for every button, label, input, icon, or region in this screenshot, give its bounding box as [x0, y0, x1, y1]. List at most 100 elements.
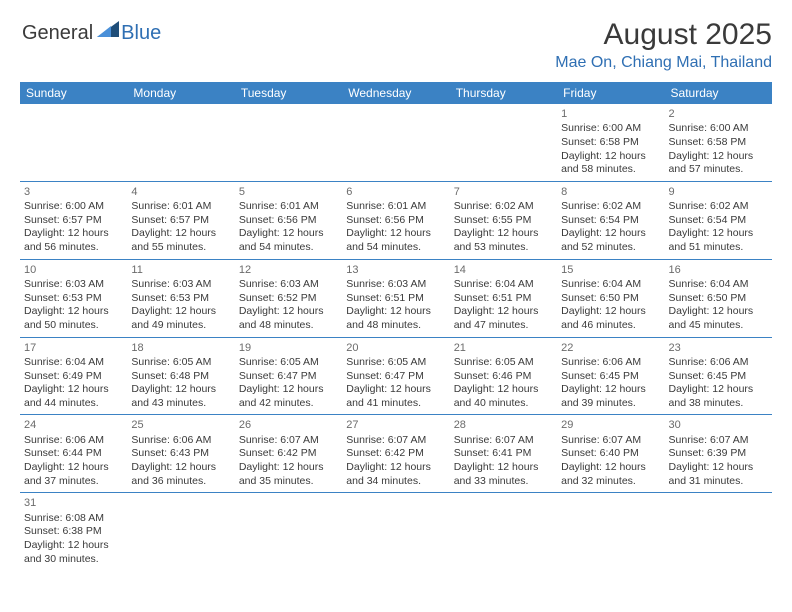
- daylight-line: Daylight: 12 hours and 57 minutes.: [669, 150, 768, 177]
- sunset-line: Sunset: 6:48 PM: [131, 370, 230, 384]
- daylight-line: Daylight: 12 hours and 41 minutes.: [346, 383, 445, 410]
- daylight-line: Daylight: 12 hours and 49 minutes.: [131, 305, 230, 332]
- day-number: 29: [561, 418, 660, 432]
- day-number: 17: [24, 341, 123, 355]
- sunrise-line: Sunrise: 6:07 AM: [239, 434, 338, 448]
- day-number: 7: [454, 185, 553, 199]
- sunset-line: Sunset: 6:41 PM: [454, 447, 553, 461]
- day-number: 26: [239, 418, 338, 432]
- day-number: 1: [561, 107, 660, 121]
- calendar-cell: 22Sunrise: 6:06 AMSunset: 6:45 PMDayligh…: [557, 337, 664, 415]
- calendar-table: SundayMondayTuesdayWednesdayThursdayFrid…: [20, 82, 772, 570]
- day-number: 4: [131, 185, 230, 199]
- calendar-cell: 16Sunrise: 6:04 AMSunset: 6:50 PMDayligh…: [665, 259, 772, 337]
- day-number: 11: [131, 263, 230, 277]
- calendar-cell-empty: [20, 104, 127, 181]
- calendar-cell-empty: [127, 104, 234, 181]
- sunrise-line: Sunrise: 6:01 AM: [239, 200, 338, 214]
- calendar-cell-empty: [127, 493, 234, 570]
- sunrise-line: Sunrise: 6:08 AM: [24, 512, 123, 526]
- day-number: 30: [669, 418, 768, 432]
- calendar-body: 1Sunrise: 6:00 AMSunset: 6:58 PMDaylight…: [20, 104, 772, 570]
- sunrise-line: Sunrise: 6:01 AM: [346, 200, 445, 214]
- sunrise-line: Sunrise: 6:06 AM: [561, 356, 660, 370]
- sunrise-line: Sunrise: 6:01 AM: [131, 200, 230, 214]
- daylight-line: Daylight: 12 hours and 50 minutes.: [24, 305, 123, 332]
- sunrise-line: Sunrise: 6:05 AM: [239, 356, 338, 370]
- day-number: 14: [454, 263, 553, 277]
- calendar-cell: 5Sunrise: 6:01 AMSunset: 6:56 PMDaylight…: [235, 181, 342, 259]
- calendar-cell-empty: [450, 493, 557, 570]
- sunrise-line: Sunrise: 6:00 AM: [561, 122, 660, 136]
- daylight-line: Daylight: 12 hours and 53 minutes.: [454, 227, 553, 254]
- sunrise-line: Sunrise: 6:02 AM: [669, 200, 768, 214]
- sunset-line: Sunset: 6:49 PM: [24, 370, 123, 384]
- day-number: 21: [454, 341, 553, 355]
- daylight-line: Daylight: 12 hours and 47 minutes.: [454, 305, 553, 332]
- calendar-cell: 10Sunrise: 6:03 AMSunset: 6:53 PMDayligh…: [20, 259, 127, 337]
- calendar-cell: 20Sunrise: 6:05 AMSunset: 6:47 PMDayligh…: [342, 337, 449, 415]
- logo-text-2: Blue: [121, 22, 161, 45]
- daylight-line: Daylight: 12 hours and 40 minutes.: [454, 383, 553, 410]
- calendar-cell-empty: [235, 104, 342, 181]
- day-number: 8: [561, 185, 660, 199]
- weekday-header: Tuesday: [235, 82, 342, 104]
- calendar-row: 17Sunrise: 6:04 AMSunset: 6:49 PM Dayligh…: [20, 337, 772, 415]
- calendar-cell: 26Sunrise: 6:07 AMSunset: 6:42 PMDayligh…: [235, 415, 342, 493]
- day-number: 31: [24, 496, 123, 510]
- calendar-cell: 25Sunrise: 6:06 AMSunset: 6:43 PMDayligh…: [127, 415, 234, 493]
- sunset-line: Sunset: 6:51 PM: [454, 292, 553, 306]
- daylight-line: Daylight: 12 hours and 32 minutes.: [561, 461, 660, 488]
- sunrise-line: Sunrise: 6:06 AM: [131, 434, 230, 448]
- daylight-line: Daylight: 12 hours and 35 minutes.: [239, 461, 338, 488]
- calendar-cell: 9Sunrise: 6:02 AMSunset: 6:54 PMDaylight…: [665, 181, 772, 259]
- sunset-line: Sunset: 6:57 PM: [24, 214, 123, 228]
- logo: General Blue: [22, 22, 161, 45]
- calendar-cell: 15Sunrise: 6:04 AMSunset: 6:50 PMDayligh…: [557, 259, 664, 337]
- sunrise-line: Sunrise: 6:04 AM: [24, 356, 123, 370]
- sunset-line: Sunset: 6:50 PM: [561, 292, 660, 306]
- calendar-row: 1Sunrise: 6:00 AMSunset: 6:58 PMDaylight…: [20, 104, 772, 181]
- day-number: 23: [669, 341, 768, 355]
- day-number: 19: [239, 341, 338, 355]
- calendar-row: 31 Sunrise: 6:08 AMSunset: 6:38 PMDayligh…: [20, 493, 772, 570]
- daylight-line: Daylight: 12 hours and 51 minutes.: [669, 227, 768, 254]
- calendar-cell: 7Sunrise: 6:02 AMSunset: 6:55 PMDaylight…: [450, 181, 557, 259]
- sunset-line: Sunset: 6:54 PM: [669, 214, 768, 228]
- day-number: 12: [239, 263, 338, 277]
- day-number: 22: [561, 341, 660, 355]
- sunset-line: Sunset: 6:56 PM: [239, 214, 338, 228]
- calendar-cell: 4Sunrise: 6:01 AMSunset: 6:57 PMDaylight…: [127, 181, 234, 259]
- sunset-line: Sunset: 6:38 PM: [24, 525, 123, 539]
- daylight-line: Daylight: 12 hours and 52 minutes.: [561, 227, 660, 254]
- sunrise-line: Sunrise: 6:02 AM: [454, 200, 553, 214]
- calendar-cell: 19Sunrise: 6:05 AMSunset: 6:47 PMDayligh…: [235, 337, 342, 415]
- calendar-cell-empty: [665, 493, 772, 570]
- sunrise-line: Sunrise: 6:05 AM: [346, 356, 445, 370]
- calendar-cell: 27Sunrise: 6:07 AMSunset: 6:42 PMDayligh…: [342, 415, 449, 493]
- daylight-line: Daylight: 12 hours and 30 minutes.: [24, 539, 123, 566]
- sunset-line: Sunset: 6:40 PM: [561, 447, 660, 461]
- daylight-line: Daylight: 12 hours and 46 minutes.: [561, 305, 660, 332]
- sunrise-line: Sunrise: 6:00 AM: [24, 200, 123, 214]
- sunrise-line: Sunrise: 6:04 AM: [669, 278, 768, 292]
- day-number: 24: [24, 418, 123, 432]
- sunset-line: Sunset: 6:39 PM: [669, 447, 768, 461]
- weekday-header: Thursday: [450, 82, 557, 104]
- calendar-cell: 8Sunrise: 6:02 AMSunset: 6:54 PMDaylight…: [557, 181, 664, 259]
- calendar-cell: 24Sunrise: 6:06 AMSunset: 6:44 PMDayligh…: [20, 415, 127, 493]
- calendar-cell: 23Sunrise: 6:06 AMSunset: 6:45 PMDayligh…: [665, 337, 772, 415]
- sunset-line: Sunset: 6:54 PM: [561, 214, 660, 228]
- daylight-line: Daylight: 12 hours and 39 minutes.: [561, 383, 660, 410]
- calendar-cell: 31 Sunrise: 6:08 AMSunset: 6:38 PMDayligh…: [20, 493, 127, 570]
- sunrise-line: Sunrise: 6:06 AM: [669, 356, 768, 370]
- day-number: 25: [131, 418, 230, 432]
- day-number: 18: [131, 341, 230, 355]
- daylight-line: Daylight: 12 hours and 31 minutes.: [669, 461, 768, 488]
- sunset-line: Sunset: 6:45 PM: [669, 370, 768, 384]
- calendar-cell: 30 Sunrise: 6:07 AMSunset: 6:39 PMDayligh…: [665, 415, 772, 493]
- sunset-line: Sunset: 6:53 PM: [131, 292, 230, 306]
- day-number: 20: [346, 341, 445, 355]
- sunrise-line: Sunrise: 6:07 AM: [669, 434, 768, 448]
- sunrise-line: Sunrise: 6:04 AM: [561, 278, 660, 292]
